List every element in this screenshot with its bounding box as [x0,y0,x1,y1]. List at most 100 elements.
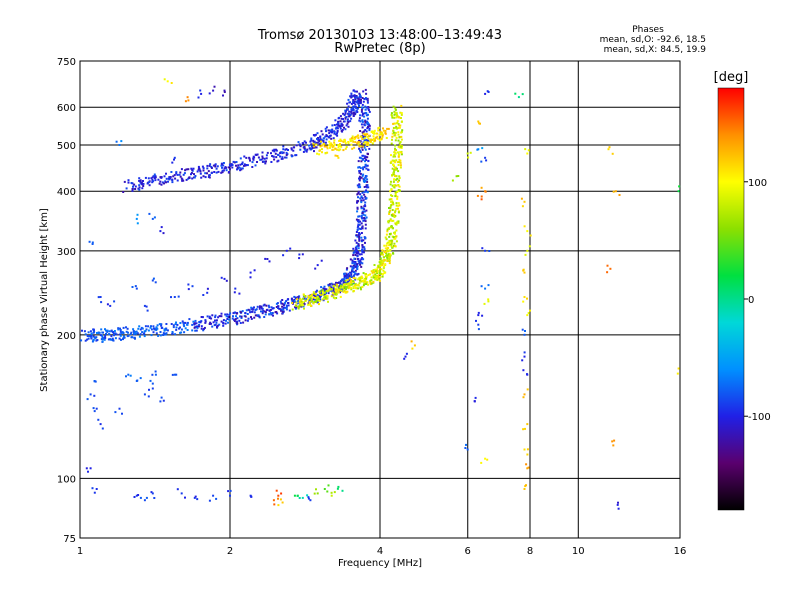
trace-point [390,188,393,191]
trace-point [287,302,290,304]
trace-point [238,319,241,322]
trace-point [339,143,341,145]
trace-point [364,141,367,144]
scatter-point [93,491,96,494]
trace-point [310,305,313,307]
trace-point [175,172,178,175]
trace-point [391,246,394,249]
trace-point [356,263,359,266]
trace-point [390,198,393,201]
trace-point [315,146,318,149]
trace-point [349,120,352,123]
trace-point [363,177,366,180]
scatter-point [127,373,130,376]
trace-point [364,223,367,226]
trace-point [387,253,390,256]
trace-point [305,150,308,153]
trace-point [358,117,361,120]
trace-point [356,101,359,104]
trace-point [354,141,357,144]
trace-point [364,164,367,167]
trace-point [359,263,362,266]
trace-point [362,90,365,93]
trace-point [285,306,288,309]
trace-point [127,331,129,334]
trace-point [172,175,175,178]
trace-point [119,327,121,330]
trace-point [372,132,374,134]
trace-point [348,115,351,118]
trace-point [365,167,368,170]
trace-point [331,124,334,127]
scatter-point [281,501,284,504]
trace-point [287,304,290,307]
scatter-point [523,351,526,354]
trace-point [321,151,323,154]
trace-point [295,301,298,304]
scatter-point [99,423,102,426]
trace-point [316,300,319,303]
trace-point [396,195,399,198]
trace-point [358,98,361,101]
trace-point [194,319,197,322]
trace-point [398,189,401,192]
scatter-point [93,410,96,413]
trace-point [337,146,340,149]
scatter-point [611,440,614,443]
scatter-point [469,151,472,154]
trace-point [389,206,392,209]
trace-point [249,159,251,162]
trace-point [363,248,366,251]
trace-point [367,153,369,156]
trace-point [400,151,403,154]
trace-point [316,295,319,298]
trace-point [270,152,272,155]
trace-point [393,178,396,181]
trace-point [359,262,361,265]
trace-point [349,258,352,261]
scatter-point [521,328,524,331]
trace-point [131,182,134,185]
trace-point [300,305,303,308]
scatter-point [486,458,489,461]
trace-point [345,146,348,148]
trace-point [361,191,364,194]
trace-point [390,245,393,248]
trace-point [344,142,347,145]
trace-point [260,158,263,161]
trace-point [343,120,346,123]
scatter-point [197,96,200,99]
trace-point [280,302,283,305]
trace-point [386,127,389,130]
scatter-point [410,340,413,343]
trace-point [388,256,391,259]
scatter-point [476,194,479,197]
trace-point [394,245,397,248]
trace-point [225,169,228,172]
trace-point [135,332,138,335]
trace-point [352,140,355,143]
trace-point [118,337,121,340]
trace-point [361,257,364,259]
scatter-point [478,122,481,125]
trace-point [169,176,172,178]
trace-point [157,178,160,181]
y-tick-label: 200 [57,331,76,342]
trace-point [357,251,360,253]
trace-point [174,333,177,336]
scatter-point [180,492,183,495]
trace-point [375,270,378,273]
trace-point [364,121,367,124]
trace-point [329,143,332,146]
scatter-point [473,400,476,403]
trace-point [155,332,158,335]
trace-point [235,312,238,315]
trace-point [222,321,225,324]
trace-point [154,179,157,182]
trace-point [386,258,389,261]
trace-point [339,295,342,298]
scatter-point [333,491,336,494]
trace-point [204,172,207,175]
scatter-point [106,303,109,306]
